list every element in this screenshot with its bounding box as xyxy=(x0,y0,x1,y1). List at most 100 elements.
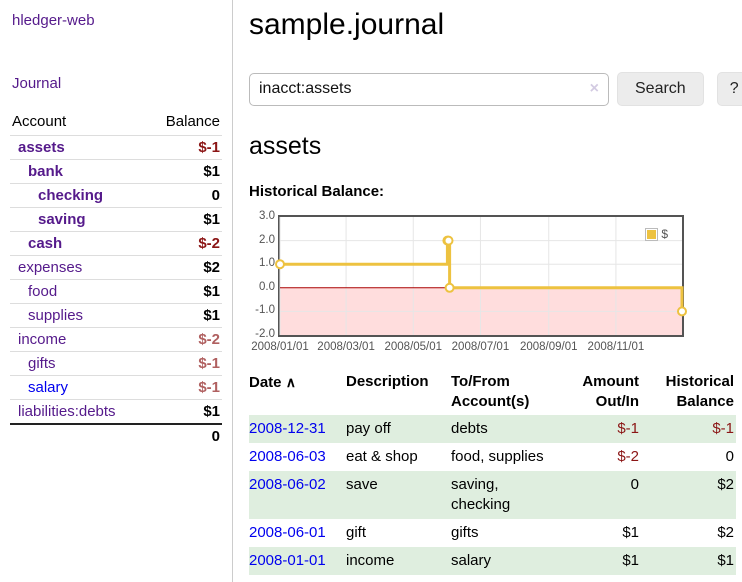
x-tick-label: 2008/03/01 xyxy=(317,341,375,353)
transaction-amount: $-2 xyxy=(617,448,639,465)
account-balance: $-1 xyxy=(147,135,222,160)
account-heading: assets xyxy=(249,132,322,160)
account-link-income[interactable]: income xyxy=(18,331,67,348)
account-row: expenses $2 xyxy=(10,255,222,280)
sidebar: hledger-web Journal Account Balance asse… xyxy=(0,0,233,582)
transaction-date-link[interactable]: 2008-06-02 xyxy=(249,476,326,493)
y-tick-label: 2.0 xyxy=(259,233,275,246)
legend-label: $ xyxy=(661,227,668,241)
x-tick-label: 2008/09/01 xyxy=(519,341,578,353)
search-form: × Search ? xyxy=(249,72,742,106)
account-balance: $1 xyxy=(147,159,222,184)
x-tick-label: 2008/07/01 xyxy=(451,341,510,353)
transaction-accounts: saving, checking xyxy=(451,471,569,519)
chart-plot-area: $ xyxy=(275,215,687,337)
app-title-link[interactable]: hledger-web xyxy=(12,12,95,29)
chart-title: Historical Balance: xyxy=(249,183,385,200)
transaction-description: pay off xyxy=(346,415,451,443)
y-tick-label: -2.0 xyxy=(255,328,275,340)
transaction-accounts: gifts xyxy=(451,524,479,541)
accounts-total-row: 0 xyxy=(10,423,222,448)
transaction-description: gift xyxy=(346,524,367,541)
transaction-amount: $1 xyxy=(569,547,647,575)
register-header-accounts: To/From Account(s) xyxy=(451,373,530,410)
y-tick-label: 1.0 xyxy=(259,257,275,270)
accounts-header-account: Account xyxy=(12,113,67,130)
y-tick-label: 3.0 xyxy=(259,210,275,222)
x-tick-label: 2008/11/01 xyxy=(587,341,645,353)
account-link-cash[interactable]: cash xyxy=(28,235,63,252)
account-row: assets $-1 xyxy=(10,135,222,160)
transaction-date-link[interactable]: 2008-06-01 xyxy=(249,524,326,541)
account-link-bank[interactable]: bank xyxy=(28,163,64,180)
account-balance: $1 xyxy=(147,279,222,304)
transaction-description: eat & shop xyxy=(346,448,418,465)
account-row: salary $-1 xyxy=(10,375,222,400)
chart-canvas xyxy=(275,217,687,335)
transaction-balance: $2 xyxy=(717,524,734,541)
account-balance: 0 xyxy=(147,183,222,208)
search-input[interactable] xyxy=(249,72,609,106)
accounts-table: Account Balance assets $-1 bank $1 check… xyxy=(10,110,222,448)
sort-asc-icon: ∧ xyxy=(285,374,296,390)
account-balance: $1 xyxy=(147,399,222,424)
register-header-description: Description xyxy=(346,373,429,390)
transaction-balance: 0 xyxy=(725,448,734,465)
transaction-balance: $1 xyxy=(647,547,736,575)
account-link-checking[interactable]: checking xyxy=(38,187,104,204)
transaction-balance: $2 xyxy=(647,471,736,519)
account-link-salary[interactable]: salary xyxy=(28,379,69,396)
account-link-supplies[interactable]: supplies xyxy=(28,307,84,324)
transaction-amount: 0 xyxy=(569,471,647,519)
register-header-amount: Amount Out/In xyxy=(582,373,639,410)
account-link-gifts[interactable]: gifts xyxy=(28,355,56,372)
legend-swatch xyxy=(645,227,659,241)
account-link-food[interactable]: food xyxy=(28,283,58,300)
account-row: cash $-2 xyxy=(10,231,222,256)
x-tick-label: 2008/05/01 xyxy=(384,341,443,353)
account-link-expenses[interactable]: expenses xyxy=(18,259,83,276)
x-tick-label: 2008/01/01 xyxy=(251,341,309,353)
search-button[interactable]: Search xyxy=(617,72,704,106)
transaction-accounts: debts xyxy=(451,415,569,443)
account-balance: $1 xyxy=(147,303,222,328)
account-row: liabilities:debts $1 xyxy=(10,399,222,424)
page-title: sample.journal xyxy=(249,8,445,41)
register-row: 2008-06-02 save saving, checking 0 $2 xyxy=(249,471,736,519)
account-row: gifts $-1 xyxy=(10,351,222,376)
account-balance: $1 xyxy=(147,207,222,232)
account-link-saving[interactable]: saving xyxy=(38,211,86,228)
register-header-row: Date ∧ Description To/From Account(s) Am… xyxy=(249,369,736,415)
account-link-assets[interactable]: assets xyxy=(18,139,65,156)
transaction-date-link[interactable]: 2008-01-01 xyxy=(249,552,326,569)
transaction-accounts: salary xyxy=(451,547,569,575)
register-row: 2008-12-31 pay off debts $-1 $-1 xyxy=(249,415,736,443)
transaction-accounts: food, supplies xyxy=(451,448,544,465)
register-header-date[interactable]: Date ∧ xyxy=(249,374,296,391)
account-row: bank $1 xyxy=(10,159,222,184)
clear-search-icon[interactable]: × xyxy=(589,79,599,97)
chart-legend: $ xyxy=(645,227,668,241)
account-row: supplies $1 xyxy=(10,303,222,328)
accounts-header-balance: Balance xyxy=(165,113,220,130)
sidebar-item-journal[interactable]: Journal xyxy=(12,75,62,92)
help-button[interactable]: ? xyxy=(716,72,742,106)
account-row: saving $1 xyxy=(10,207,222,232)
transaction-date-link[interactable]: 2008-12-31 xyxy=(249,420,326,437)
account-balance: $-2 xyxy=(147,231,222,256)
register-row: 2008-06-01 gift gifts $1 $2 xyxy=(249,519,736,547)
historical-balance-chart: 3.0 2.0 1.0 0.0 -1.0 -2.0 $ 2008/01/01 2008/03… xyxy=(249,210,689,353)
account-balance: $-1 xyxy=(147,375,222,400)
register-row: 2008-06-03 eat & shop food, supplies $-2… xyxy=(249,443,736,471)
account-balance: $-1 xyxy=(147,351,222,376)
main-content: sample.journal × Search ? assets Histori… xyxy=(233,0,742,582)
account-balance: $-2 xyxy=(147,327,222,352)
account-row: food $1 xyxy=(10,279,222,304)
transaction-amount: $1 xyxy=(622,524,639,541)
account-link-liabilities-debts[interactable]: liabilities:debts xyxy=(18,403,116,420)
account-row: income $-2 xyxy=(10,327,222,352)
y-tick-label: -1.0 xyxy=(255,304,275,317)
transaction-date-link[interactable]: 2008-06-03 xyxy=(249,448,326,465)
register-row: 2008-01-01 income salary $1 $1 xyxy=(249,547,736,575)
